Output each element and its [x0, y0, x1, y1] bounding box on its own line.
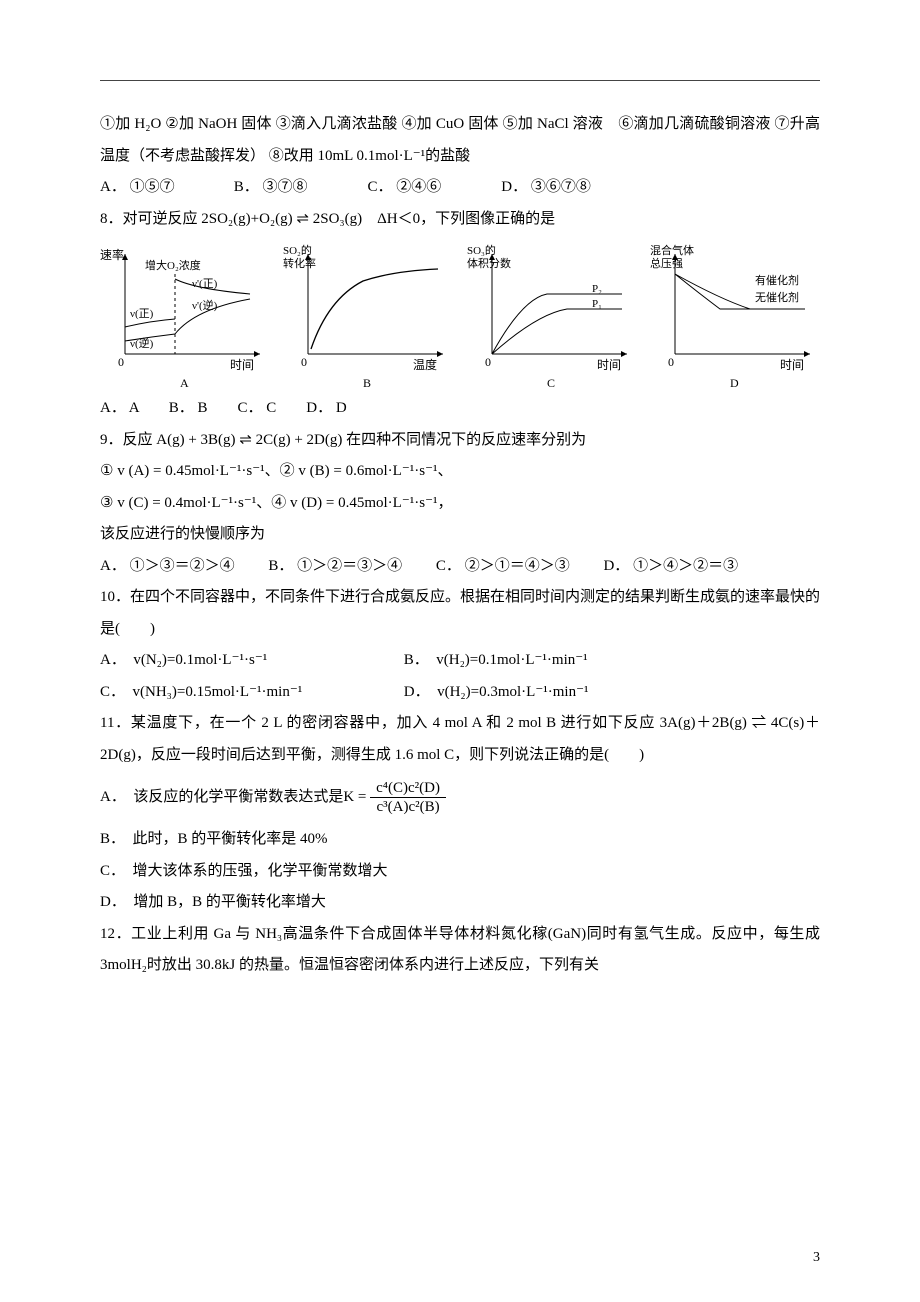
q9-opt-c: ②＞①＝④＞③: [465, 558, 570, 574]
q7-context: ①加 H₂O ②加 NaOH 固体 ③滴入几滴浓盐酸 ④加 CuO 固体 ⑤加 …: [100, 109, 820, 172]
page-divider: [100, 80, 820, 81]
q11-fraction: c⁴(C)c²(D) c³(A)c²(B): [370, 779, 446, 816]
svg-text:混合气体: 混合气体: [650, 243, 694, 257]
q11-opt-c: C． 增大该体系的压强，化学平衡常数增大: [100, 856, 820, 888]
svg-text:ν'(正): ν'(正): [192, 278, 218, 290]
graph-a-note: 增大O₂浓度: [145, 258, 201, 272]
q10-opt-c: C． v(NH₃)=0.15mol·L⁻¹·min⁻¹: [100, 677, 400, 709]
svg-text:0: 0: [485, 355, 491, 369]
svg-text:总压强: 总压强: [650, 256, 683, 270]
graph-d-line-1: 有催化剂: [755, 273, 799, 287]
q10-stem: 10．在四个不同容器中，不同条件下进行合成氨反应。根据在相同时间内测定的结果判断…: [100, 582, 820, 645]
svg-text:0: 0: [118, 355, 124, 369]
graph-c-line-p1: P₁: [592, 298, 602, 310]
svg-text:ν'(逆): ν'(逆): [192, 298, 218, 312]
q9-options: A． ①＞③＝②＞④ B． ①＞②＝③＞④ C． ②＞①＝④＞③ D． ①＞④＞…: [100, 551, 820, 583]
svg-text:体积分数: 体积分数: [467, 256, 511, 270]
graph-b-caption: B: [363, 376, 371, 389]
q10-opt-a: A． v(N₂)=0.1mol·L⁻¹·s⁻¹: [100, 645, 400, 677]
q9-line1: ① v (A) = 0.45mol·L⁻¹·s⁻¹、② v (B) = 0.6m…: [100, 456, 820, 488]
q9-opt-d-label: D．: [603, 558, 629, 574]
q12-stem: 12．工业上利用 Ga 与 NH₃高温条件下合成固体半导体材料氮化稼(GaN)同…: [100, 919, 820, 982]
q8-stem: 8．对可逆反应 2SO₂(g)+O₂(g) ⇌ 2SO₃(g) ΔH＜0，下列图…: [100, 204, 820, 236]
graph-a-xaxis: 时间: [230, 358, 254, 372]
page-number: 3: [813, 1243, 820, 1272]
q11-stem: 11．某温度下，在一个 2 L 的密闭容器中，加入 4 mol A 和 2 mo…: [100, 708, 820, 771]
svg-text:SO₃的: SO₃的: [467, 243, 496, 257]
q9-opt-a: ①＞③＝②＞④: [130, 558, 235, 574]
graph-a-yaxis: 速率: [100, 247, 124, 262]
q11-opt-a: A． 该反应的化学平衡常数表达式是K = c⁴(C)c²(D) c³(A)c²(…: [100, 771, 820, 824]
graph-d-line-2: 无催化剂: [755, 290, 799, 304]
q10-opt-b: B． v(H₂)=0.1mol·L⁻¹·min⁻¹: [404, 652, 588, 668]
q7-opt-d-text: ③⑥⑦⑧: [531, 179, 591, 195]
graph-c-xaxis: 时间: [597, 358, 621, 372]
svg-text:0: 0: [668, 355, 674, 369]
graph-d-caption: D: [730, 376, 739, 389]
q11-frac-num: c⁴(C)c²(D): [370, 779, 446, 797]
q8-graph-b: SO₂的 转化率 温度 0 B: [283, 239, 453, 389]
q9-opt-a-label: A．: [100, 558, 126, 574]
q8-graph-d: 混合气体 总压强 时间 0 有催化剂 无催化剂 D: [650, 239, 820, 389]
svg-text:转化率: 转化率: [283, 256, 316, 270]
q11-opt-a-pre: A． 该反应的化学平衡常数表达式是K =: [100, 789, 366, 805]
q7-opt-d-label: D．: [501, 179, 527, 195]
q9-opt-c-label: C．: [436, 558, 461, 574]
q9-opt-d: ①＞④＞②＝③: [633, 558, 738, 574]
q9-stem: 9．反应 A(g) + 3B(g) ⇌ 2C(g) + 2D(g) 在四种不同情…: [100, 425, 820, 457]
graph-c-line-p2: P₂: [592, 283, 602, 295]
svg-text:ν(正): ν(正): [130, 308, 154, 320]
q11-opt-d: D． 增加 B，B 的平衡转化率增大: [100, 887, 820, 919]
graph-a-caption: A: [180, 376, 189, 389]
q11-frac-den: c³(A)c²(B): [370, 797, 446, 816]
q7-opt-a: A． ①⑤⑦: [100, 172, 230, 204]
q7-opt-a-text: ①⑤⑦: [130, 179, 175, 195]
q7-opt-c-label: C．: [368, 179, 393, 195]
q9-opt-b: ①＞②＝③＞④: [297, 558, 402, 574]
q7-opt-c-text: ②④⑥: [396, 179, 441, 195]
q10-row1: A． v(N₂)=0.1mol·L⁻¹·s⁻¹ B． v(H₂)=0.1mol·…: [100, 645, 820, 677]
graph-d-xaxis: 时间: [780, 358, 804, 372]
graph-b-xaxis: 温度: [413, 357, 437, 372]
exam-page: ①加 H₂O ②加 NaOH 固体 ③滴入几滴浓盐酸 ④加 CuO 固体 ⑤加 …: [0, 0, 920, 1302]
q10-row2: C． v(NH₃)=0.15mol·L⁻¹·min⁻¹ D． v(H₂)=0.3…: [100, 677, 820, 709]
q7-opt-b-label: B．: [234, 179, 259, 195]
q7-opt-d: D． ③⑥⑦⑧: [501, 172, 631, 204]
q8-graph-a: 速率 时间 0 增大O₂浓度 ν'(正) ν'(逆) ν(正) ν(逆) A: [100, 239, 270, 389]
q7-opt-b-text: ③⑦⑧: [263, 179, 308, 195]
q8-graphs-row: 速率 时间 0 增大O₂浓度 ν'(正) ν'(逆) ν(正) ν(逆) A: [100, 235, 820, 393]
q9-opt-b-label: B．: [268, 558, 293, 574]
q9-line2: ③ v (C) = 0.4mol·L⁻¹·s⁻¹、④ v (D) = 0.45m…: [100, 488, 820, 520]
svg-text:ν(逆): ν(逆): [130, 336, 154, 350]
q10-opt-d: D． v(H₂)=0.3mol·L⁻¹·min⁻¹: [404, 684, 589, 700]
q7-opt-b: B． ③⑦⑧: [234, 172, 364, 204]
q8-options: A． A B． B C． C D． D: [100, 393, 820, 425]
q8-graph-c: SO₃的 体积分数 时间 0 P₂ P₁ C: [467, 239, 637, 389]
q7-opt-a-label: A．: [100, 179, 126, 195]
graph-c-caption: C: [547, 376, 555, 389]
q9-line3: 该反应进行的快慢顺序为: [100, 519, 820, 551]
svg-text:0: 0: [301, 355, 307, 369]
q11-opt-b: B． 此时，B 的平衡转化率是 40%: [100, 824, 820, 856]
q7-opt-c: C． ②④⑥: [368, 172, 498, 204]
q7-options: A． ①⑤⑦ B． ③⑦⑧ C． ②④⑥ D． ③⑥⑦⑧: [100, 172, 820, 204]
svg-text:SO₂的: SO₂的: [283, 243, 312, 257]
